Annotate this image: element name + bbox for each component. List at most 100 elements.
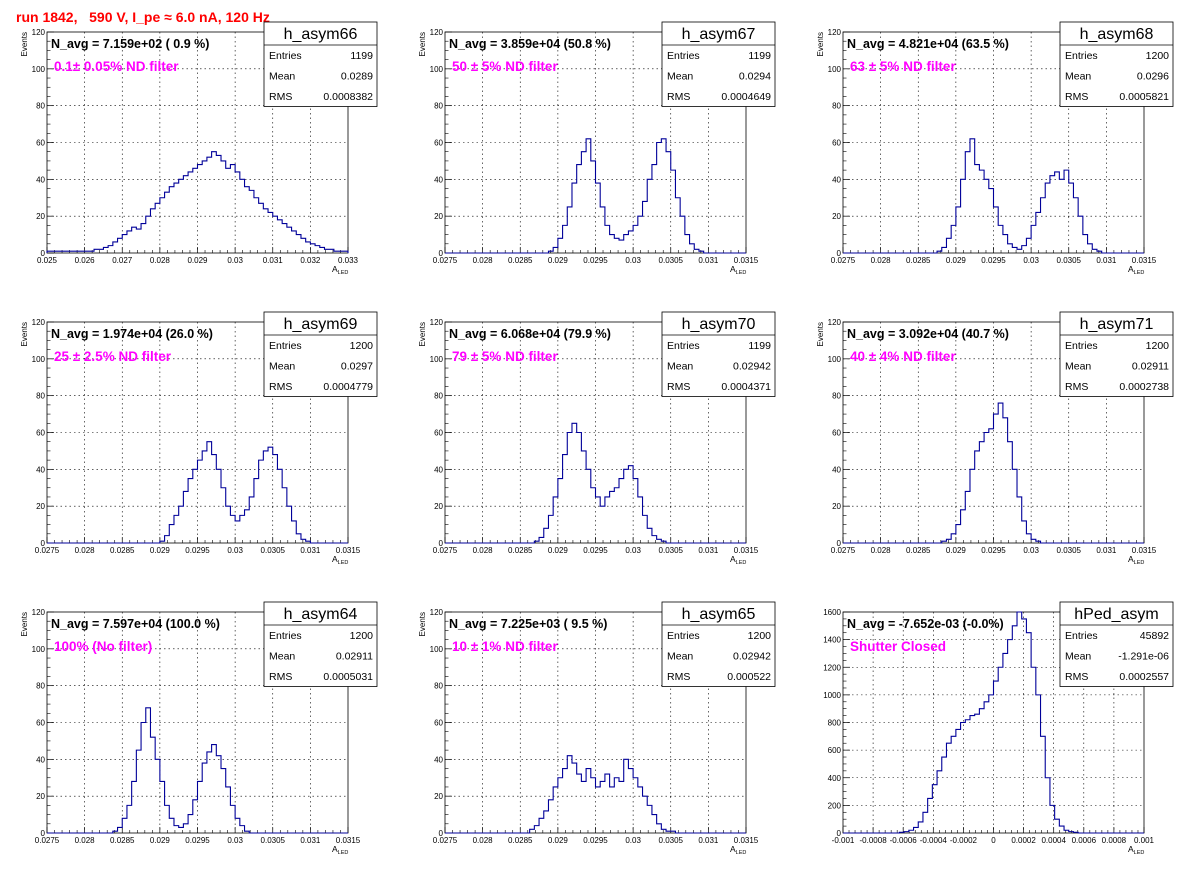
x-tick-label: 0.0285 [110,546,135,555]
y-tick-label: 0 [439,249,444,258]
y-tick-label: 60 [36,719,45,728]
x-tick-label: 0.0315 [336,836,361,845]
histogram-panel-h_asym64: 0.0275 0.028 0.0285 0.029 0.0295 0.03 0.0305 0.… [0,580,398,870]
y-tick-label: 40 [434,465,443,474]
stats-title: h_asym67 [682,26,756,43]
x-tick-label: 0.03 [227,836,243,845]
x-tick-label: 0.026 [75,256,96,265]
x-tick-label: 0.03 [625,256,641,265]
filter-label: 50 ± 5% ND filter [452,59,558,74]
x-tick-label: 0.031 [1096,256,1117,265]
stats-value: 1200 [1146,50,1170,62]
y-tick-label: 0 [837,829,842,838]
histogram-svg: 0.0275 0.028 0.0285 0.029 0.0295 0.03 0.0305 0.… [20,311,378,566]
stats-key: RMS [1065,91,1088,103]
stats-title: h_asym65 [682,606,756,623]
stats-value: 1199 [748,340,771,352]
stats-value: 1200 [1146,340,1170,352]
x-tick-label: 0.0305 [1057,546,1082,555]
stats-title: h_asym69 [284,316,358,333]
x-axis-label: ALED [332,264,348,276]
x-tick-label: 0.0295 [185,836,210,845]
histogram-panel-h_asym71: 0.0275 0.028 0.0285 0.029 0.0295 0.03 0.0305 0.… [796,290,1194,580]
y-tick-label: 120 [32,318,46,327]
stats-key: RMS [667,671,690,683]
histogram-panel-h_asym66: 0.025 0.026 0.027 0.028 0.029 0.03 0.031 0.032 0… [0,0,398,290]
x-tick-label: 0.0006 [1072,836,1097,845]
histogram-svg: 0.0275 0.028 0.0285 0.029 0.0295 0.03 0.0305 0.… [418,21,776,276]
x-tick-label: 0.0008 [1102,836,1127,845]
histogram-panel-h_asym65: 0.0275 0.028 0.0285 0.029 0.0295 0.03 0.0305 0.… [398,580,796,870]
x-tick-label: 0.027 [112,256,133,265]
stats-value: 0.0004779 [323,381,373,393]
y-tick-label: 20 [36,212,45,221]
y-tick-label: 0 [837,539,842,548]
histogram-line [445,755,746,834]
stats-value: 1200 [350,630,374,642]
stats-key: Entries [1065,50,1098,62]
x-tick-label: 0.0315 [336,546,361,555]
x-tick-label: 0.0285 [906,546,931,555]
y-axis-label: Events [816,32,825,56]
histogram-svg: 0.0275 0.028 0.0285 0.029 0.0295 0.03 0.0305 0.… [816,21,1174,276]
x-tick-label: 0.0295 [185,546,210,555]
y-tick-label: 40 [434,175,443,184]
stats-key: Entries [667,630,700,642]
x-tick-label: 0.0305 [261,836,286,845]
x-tick-label: 0.031 [300,836,321,845]
navg-label: N_avg = 7.225e+03 ( 9.5 %) [449,617,607,631]
x-tick-label: 0.032 [300,256,321,265]
y-tick-label: 100 [430,65,444,74]
x-axis-label: ALED [730,264,746,276]
stats-title: h_asym68 [1080,26,1154,43]
stats-key: Mean [269,71,295,83]
stats-value: 0.0002557 [1119,671,1169,683]
y-tick-label: 120 [430,318,444,327]
filter-label: 40 ± 4% ND filter [850,349,956,364]
stats-key: Mean [667,71,693,83]
y-tick-label: 100 [32,645,46,654]
x-tick-label: 0.0275 [831,546,856,555]
y-tick-label: 40 [832,465,841,474]
stats-value: 45892 [1140,630,1169,642]
navg-label: N_avg = -7.652e-03 (-0.0%) [847,617,1004,631]
x-axis-label: ALED [730,844,746,856]
y-tick-label: 100 [828,65,842,74]
stats-title: h_asym70 [682,316,756,333]
stats-value: -1.291e-06 [1118,651,1169,663]
x-tick-label: 0.0275 [35,836,60,845]
x-tick-label: 0.0275 [433,836,458,845]
stats-box [263,21,378,107]
x-tick-label: 0.0295 [981,546,1006,555]
navg-label: N_avg = 6.068e+04 (79.9 %) [449,327,611,341]
x-tick-label: 0 [991,836,996,845]
histogram-svg: 0.0275 0.028 0.0285 0.029 0.0295 0.03 0.0305 0.… [418,311,776,566]
x-tick-label: 0.0315 [1132,256,1157,265]
y-tick-label: 80 [832,392,841,401]
y-tick-label: 600 [828,746,842,755]
y-tick-label: 40 [36,465,45,474]
x-tick-label: 0.0295 [583,256,608,265]
histogram-line [843,402,1144,544]
stats-value: 0.0296 [1137,71,1169,83]
histogram-svg: -0.001 -0.0008 -0.0006 -0.0004 -0.0002 0 0.000… [823,601,1174,856]
x-tick-label: 0.031 [263,256,284,265]
stats-key: Entries [269,50,302,62]
filter-label: 0.1± 0.05% ND filter [54,59,179,74]
x-tick-label: 0.0275 [831,256,856,265]
x-tick-label: -0.0008 [860,836,888,845]
y-tick-label: 1200 [823,663,841,672]
y-tick-label: 0 [41,829,46,838]
histogram-panel-h_asym70: 0.0275 0.028 0.0285 0.029 0.0295 0.03 0.0305 0.… [398,290,796,580]
y-tick-label: 400 [828,774,842,783]
y-tick-label: 0 [439,829,444,838]
x-tick-label: 0.0275 [35,546,60,555]
stats-key: Entries [1065,630,1098,642]
stats-box [263,601,378,687]
x-axis-label: ALED [332,844,348,856]
y-axis-label: Events [20,32,29,56]
x-tick-label: 0.0285 [508,256,533,265]
histogram-panel-h_asym68: 0.0275 0.028 0.0285 0.029 0.0295 0.03 0.0305 0.… [796,0,1194,290]
y-tick-label: 0 [41,249,46,258]
filter-label: Shutter Closed [850,639,946,654]
